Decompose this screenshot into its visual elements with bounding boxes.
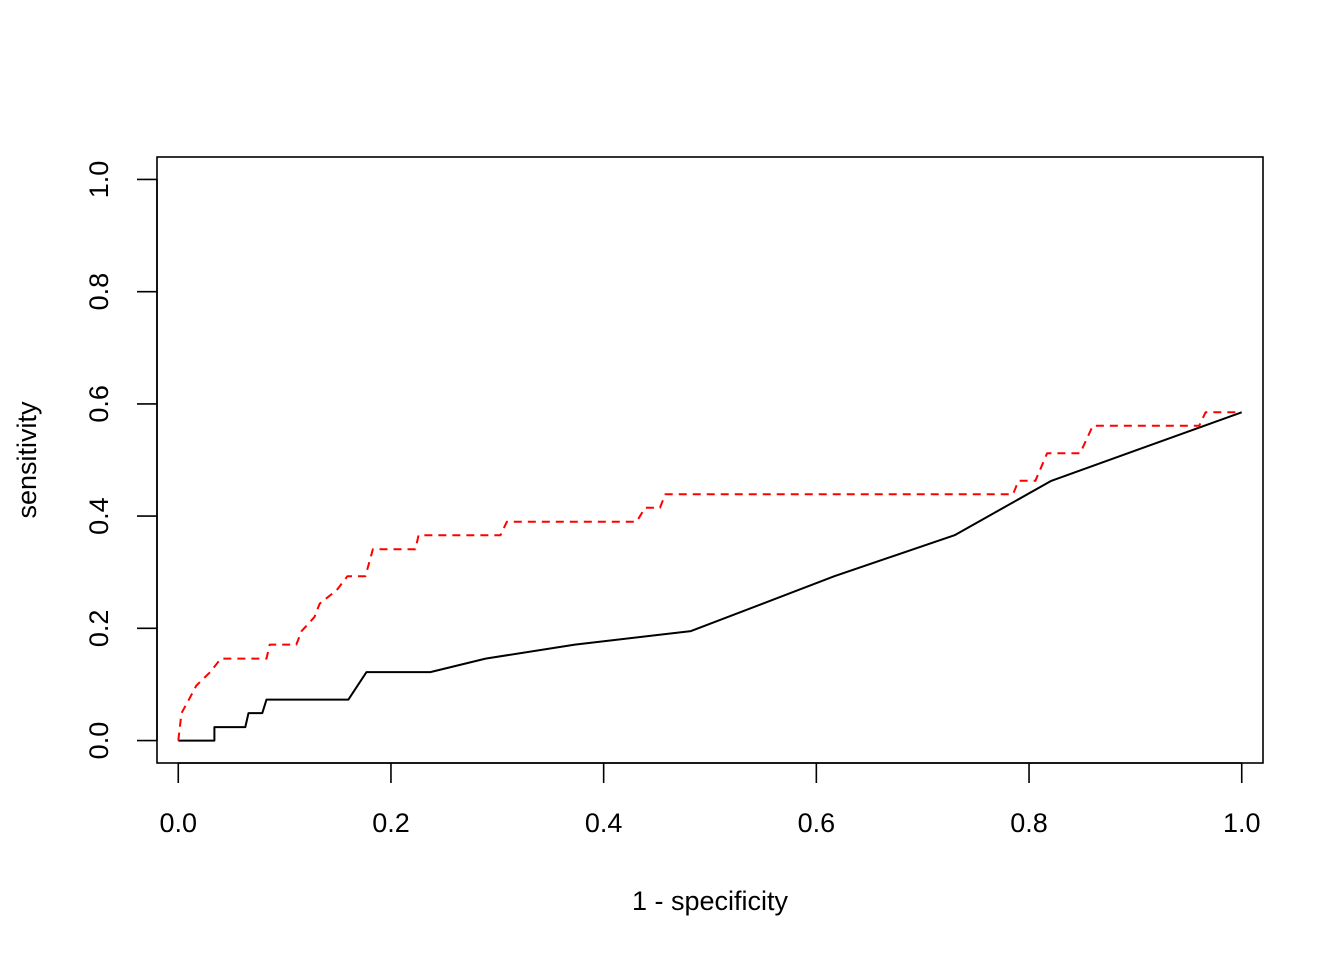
- y-tick-label: 1.0: [84, 161, 114, 199]
- y-tick-label: 0.0: [84, 722, 114, 760]
- x-tick-label: 0.4: [585, 808, 623, 838]
- y-axis-title: sensitivity: [12, 401, 42, 519]
- x-tick-label: 0.0: [159, 808, 197, 838]
- x-tick-label: 0.2: [372, 808, 410, 838]
- y-tick-label: 0.4: [84, 497, 114, 535]
- y-tick-label: 0.6: [84, 385, 114, 423]
- x-tick-label: 1.0: [1223, 808, 1261, 838]
- y-tick-label: 0.8: [84, 273, 114, 311]
- x-tick-label: 0.8: [1010, 808, 1048, 838]
- plot-frame: [156, 156, 1264, 764]
- series-line-1: [178, 411, 1243, 742]
- x-axis-title: 1 - specificity: [632, 886, 789, 916]
- series-line-2: [177, 411, 1242, 741]
- y-tick-label: 0.2: [84, 610, 114, 648]
- y-axis: 0.0 0.2 0.4 0.6 0.8 1.0: [84, 161, 158, 760]
- series-layer: [177, 411, 1243, 742]
- x-tick-label: 0.6: [798, 808, 836, 838]
- x-axis: 0.0 0.2 0.4 0.6 0.8 1.0: [159, 762, 1261, 838]
